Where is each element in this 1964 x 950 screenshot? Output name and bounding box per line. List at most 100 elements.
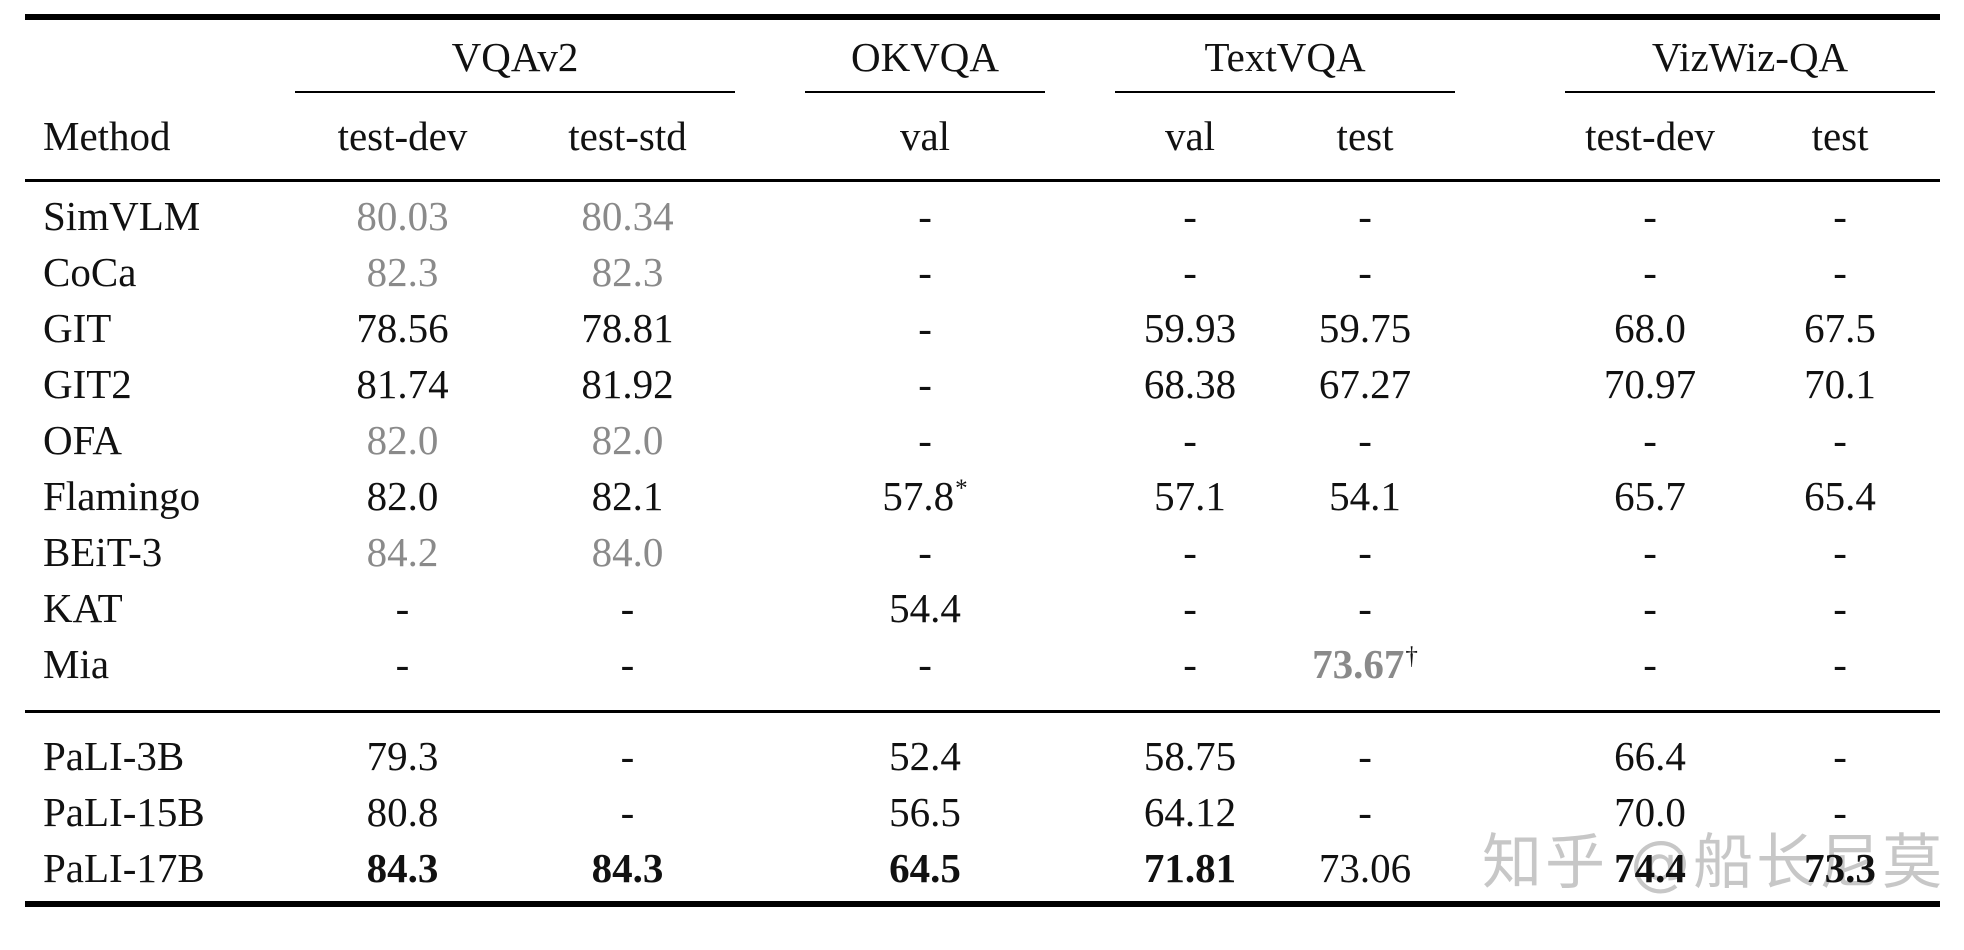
value-text: - <box>395 585 410 631</box>
value-cell: 80.03 <box>290 188 515 244</box>
value-text: 67.27 <box>1318 361 1412 407</box>
column-gap <box>1050 412 1110 468</box>
column-gap <box>740 356 800 412</box>
value-text: 66.4 <box>1614 732 1686 779</box>
col-group-vizwiz: VizWiz-QA <box>1560 17 1940 93</box>
value-text: - <box>918 193 932 239</box>
value-text: 70.97 <box>1603 361 1697 407</box>
column-gap <box>1460 580 1560 636</box>
value-cell: 70.0 <box>1560 784 1740 840</box>
subcol-vqav2-test-std: test-std <box>515 93 741 182</box>
value-text: 82.0 <box>366 473 439 519</box>
value-text: - <box>1643 641 1657 687</box>
column-gap <box>1460 524 1560 580</box>
method-cell: BEiT-3 <box>43 529 163 575</box>
value-text: 80.34 <box>581 193 674 239</box>
method-cell: Mia <box>43 641 110 687</box>
column-gap <box>1050 728 1110 784</box>
column-gap <box>1460 728 1560 784</box>
value-text: - <box>1358 529 1372 575</box>
value-text: 71.81 <box>1143 844 1237 891</box>
superscript-mark: † <box>1405 643 1418 670</box>
value-cell: - <box>1270 580 1460 636</box>
value-text: 57.8 <box>882 473 955 519</box>
value-text: - <box>1183 249 1197 295</box>
subcol-okvqa-val: val <box>800 93 1051 182</box>
table-header-group-row: VQAv2 OKVQA TextVQA VizWiz-QA <box>25 17 1940 93</box>
value-cell: 65.7 <box>1560 468 1740 524</box>
value-text: 65.7 <box>1614 473 1686 519</box>
value-text: - <box>918 529 932 575</box>
column-gap <box>740 636 800 692</box>
value-cell: 71.81 <box>1110 840 1270 896</box>
value-text: 70.0 <box>1614 788 1686 835</box>
column-gap <box>1460 784 1560 840</box>
value-cell: - <box>800 244 1050 300</box>
value-text: - <box>620 641 635 687</box>
value-cell: 59.75 <box>1270 300 1460 356</box>
value-cell: - <box>515 728 740 784</box>
value-text: - <box>1358 788 1372 835</box>
value-cell: - <box>800 412 1050 468</box>
value-cell: - <box>1110 524 1270 580</box>
value-cell: 79.3 <box>290 728 515 784</box>
column-gap <box>1050 300 1110 356</box>
value-text: 73.67 <box>1312 641 1405 687</box>
value-cell: 84.3 <box>515 840 740 896</box>
value-text: 84.0 <box>591 529 664 575</box>
value-text: - <box>395 641 410 687</box>
value-cell: - <box>800 188 1050 244</box>
column-gap <box>1460 412 1560 468</box>
column-gap <box>740 580 800 636</box>
value-cell: 67.27 <box>1270 356 1460 412</box>
value-cell: 82.0 <box>515 412 740 468</box>
column-gap <box>740 93 801 182</box>
value-text: 82.3 <box>366 249 439 295</box>
value-text: 80.8 <box>366 788 439 835</box>
value-text: - <box>1358 249 1372 295</box>
value-cell: - <box>290 636 515 692</box>
value-cell: 54.4 <box>800 580 1050 636</box>
column-gap <box>740 728 800 784</box>
value-text: 64.5 <box>889 844 961 891</box>
value-text: 68.0 <box>1614 305 1686 351</box>
value-text: 59.75 <box>1318 305 1412 351</box>
table-header-sub-row: Method test-dev test-std val val test te… <box>25 93 1941 182</box>
value-cell: 64.12 <box>1110 784 1270 840</box>
value-cell: 65.4 <box>1740 468 1940 524</box>
column-gap <box>1050 580 1110 636</box>
value-cell: 80.34 <box>515 188 740 244</box>
value-text: 70.1 <box>1804 361 1876 407</box>
value-text: 54.1 <box>1329 473 1401 519</box>
method-header: Method <box>25 93 290 182</box>
value-text: - <box>1358 417 1372 463</box>
value-cell: - <box>1110 244 1270 300</box>
value-text: 80.03 <box>356 193 449 239</box>
table-row-kat: KAT - - 54.4 - - - - <box>25 580 1940 636</box>
value-text: - <box>1183 585 1197 631</box>
value-text: 84.3 <box>591 844 664 891</box>
value-cell: - <box>800 524 1050 580</box>
value-text: 81.92 <box>581 361 674 407</box>
value-cell: - <box>1740 636 1940 692</box>
table-row-coca: CoCa 82.3 82.3 - - - - - <box>25 244 1940 300</box>
value-text: - <box>1833 193 1847 239</box>
value-cell: - <box>1560 188 1740 244</box>
value-cell: 74.4 <box>1560 840 1740 896</box>
value-cell: - <box>1560 580 1740 636</box>
value-text: 78.81 <box>581 305 674 351</box>
superscript-mark: * <box>955 475 968 502</box>
column-gap <box>1460 840 1560 896</box>
value-cell: 70.97 <box>1560 356 1740 412</box>
column-gap <box>1050 244 1110 300</box>
subcol-vqav2-test-dev: test-dev <box>290 93 515 182</box>
value-cell: - <box>1740 784 1940 840</box>
column-gap <box>740 300 800 356</box>
value-text: - <box>1833 417 1847 463</box>
value-text: - <box>1183 529 1197 575</box>
value-text: 82.3 <box>591 249 664 295</box>
value-text: - <box>620 788 635 835</box>
value-cell: - <box>290 580 515 636</box>
column-gap <box>1050 356 1110 412</box>
